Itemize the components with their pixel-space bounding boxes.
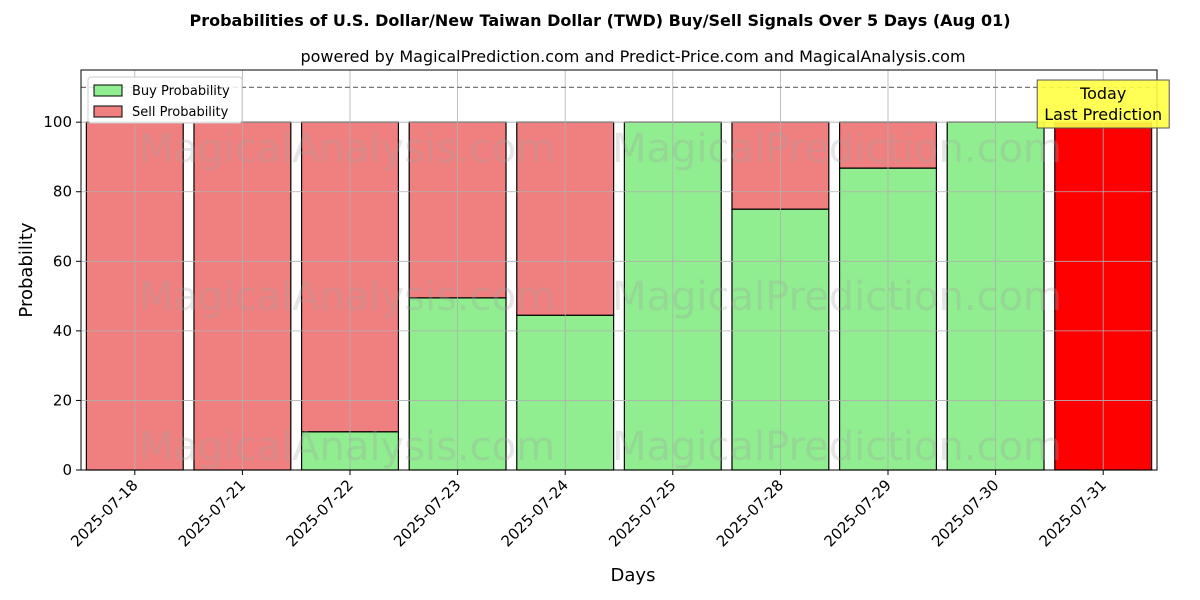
y-tick-label: 100 xyxy=(43,113,72,131)
x-tick-label: 2025-07-31 xyxy=(1036,476,1110,550)
today-annotation-box xyxy=(1036,79,1170,129)
y-tick-label: 60 xyxy=(53,252,72,270)
chart-title: Probabilities of U.S. Dollar/New Taiwan … xyxy=(189,11,1010,30)
legend-swatch-sell xyxy=(93,105,123,118)
x-axis-label: Days xyxy=(611,565,656,586)
legend-label-buy: Buy Probability xyxy=(132,84,230,99)
watermark-analysis: MagicalAnalysis.com xyxy=(139,274,555,320)
legend-box xyxy=(87,76,243,124)
x-tick-label: 2025-07-29 xyxy=(820,476,894,550)
plot-frame xyxy=(80,69,1158,471)
annotation-today: Today xyxy=(1079,84,1126,103)
y-tick-label: 80 xyxy=(53,183,72,201)
x-tick-label: 2025-07-21 xyxy=(175,476,249,550)
y-tick-label: 40 xyxy=(53,322,72,340)
watermark-prediction: MagicalPrediction.com xyxy=(612,126,1062,172)
chart-subtitle: powered by MagicalPrediction.com and Pre… xyxy=(300,47,965,66)
x-tick-label: 2025-07-24 xyxy=(498,476,572,550)
legend-label-sell: Sell Probability xyxy=(132,105,229,120)
watermark-analysis: MagicalAnalysis.com xyxy=(139,126,555,172)
x-tick-label: 2025-07-23 xyxy=(390,476,464,550)
y-tick-label: 0 xyxy=(62,461,72,479)
watermark-prediction: MagicalPrediction.com xyxy=(612,274,1062,320)
legend-swatch-buy xyxy=(93,84,123,97)
annotation-last-prediction: Last Prediction xyxy=(1044,105,1162,124)
x-tick-label: 2025-07-25 xyxy=(605,476,679,550)
x-tick-label: 2025-07-18 xyxy=(67,476,141,550)
watermark-prediction: MagicalPrediction.com xyxy=(612,424,1062,470)
x-tick-label: 2025-07-28 xyxy=(713,476,787,550)
watermark-analysis: MagicalAnalysis.com xyxy=(139,424,555,470)
y-tick-label: 20 xyxy=(53,391,72,409)
x-tick-label: 2025-07-30 xyxy=(928,476,1002,550)
y-axis-label: Probability xyxy=(16,222,37,317)
x-tick-label: 2025-07-22 xyxy=(282,476,356,550)
